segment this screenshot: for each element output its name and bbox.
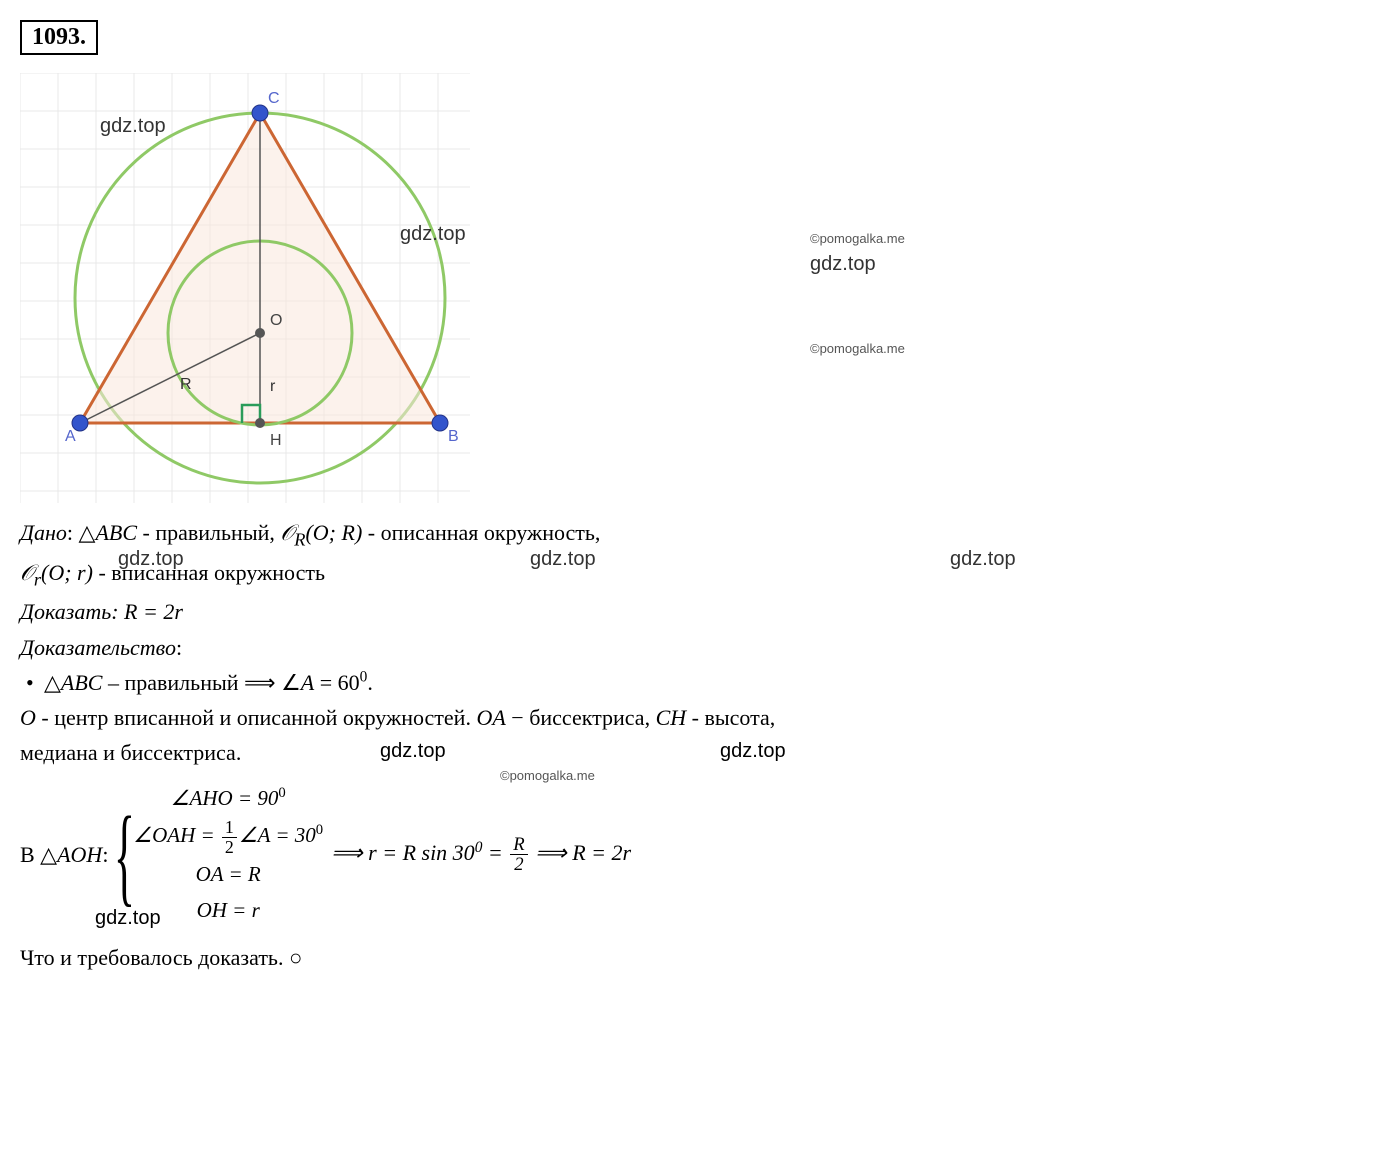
watermark-gdz: gdz.top: [530, 548, 596, 571]
sys-eq-3: OA = R: [196, 858, 261, 892]
watermark-inline-4: gdz.top: [95, 902, 161, 934]
watermark-pomogalka: ©pomogalka.me: [810, 341, 905, 356]
svg-text:R: R: [180, 376, 192, 393]
watermark-inline-2: gdz.top: [720, 735, 786, 767]
sys-eq-1: ∠AHO = 900: [171, 782, 286, 816]
in-triangle-prefix: В △AOH:: [20, 837, 108, 872]
watermark-gdz: gdz.top: [400, 223, 466, 246]
sys-eq-2: ∠OAH = 12∠A = 300: [133, 818, 323, 856]
watermark-gdz: gdz.top: [118, 548, 184, 571]
sys-eq-4: OH = r: [197, 894, 260, 928]
svg-text:r: r: [270, 378, 276, 395]
given-line-2: 𝒪r(O; r) - вписанная окружность: [20, 555, 1380, 595]
proof-median-line: медиана и биссектриса. gdz.top gdz.top: [20, 735, 1380, 770]
proof-bullet-1: △ABC – правильный ⟹ ∠A = 600.: [20, 665, 1380, 700]
given-label: Дано: [20, 520, 67, 545]
svg-text:O: O: [270, 312, 282, 329]
watermark-gdz: gdz.top: [810, 253, 876, 276]
watermark-inline-3: ©pomogalka.me: [500, 766, 595, 787]
proof-label-line: Доказательство:: [20, 630, 1380, 665]
proof-system: В △AOH: { ∠AHO = 900 ∠OAH = 12∠A = 300 O…: [20, 782, 1380, 927]
watermark-inline-1: gdz.top: [380, 735, 446, 767]
given-line-1: Дано: △ABC - правильный, 𝒪R(O; R) - опис…: [20, 515, 1380, 555]
svg-text:B: B: [448, 428, 459, 445]
proof-center-line: O - центр вписанной и описанной окружнос…: [20, 700, 1380, 735]
qed-line: Что и требовалось доказать. ○: [20, 940, 1380, 975]
figure-svg: A B C O H Rr: [20, 73, 470, 503]
svg-text:C: C: [268, 90, 280, 107]
implies-chain: ⟹ r = R sin 300 = R2 ⟹ R = 2r: [331, 835, 631, 875]
prove-line: Доказать: R = 2r: [20, 594, 1380, 629]
left-brace: {: [114, 811, 135, 899]
problem-number: 1093.: [20, 20, 98, 55]
watermark-pomogalka: ©pomogalka.me: [810, 231, 905, 246]
system-equations: ∠AHO = 900 ∠OAH = 12∠A = 300 OA = R OH =…: [133, 782, 323, 927]
watermark-gdz: gdz.top: [950, 548, 1016, 571]
svg-text:H: H: [270, 432, 282, 449]
prove-label: Доказать: [20, 599, 111, 624]
watermark-gdz: gdz.top: [100, 115, 166, 138]
geometry-figure: A B C O H Rr: [20, 73, 470, 503]
solution-text: Дано: △ABC - правильный, 𝒪R(O; R) - опис…: [20, 515, 1380, 975]
svg-text:A: A: [65, 428, 76, 445]
